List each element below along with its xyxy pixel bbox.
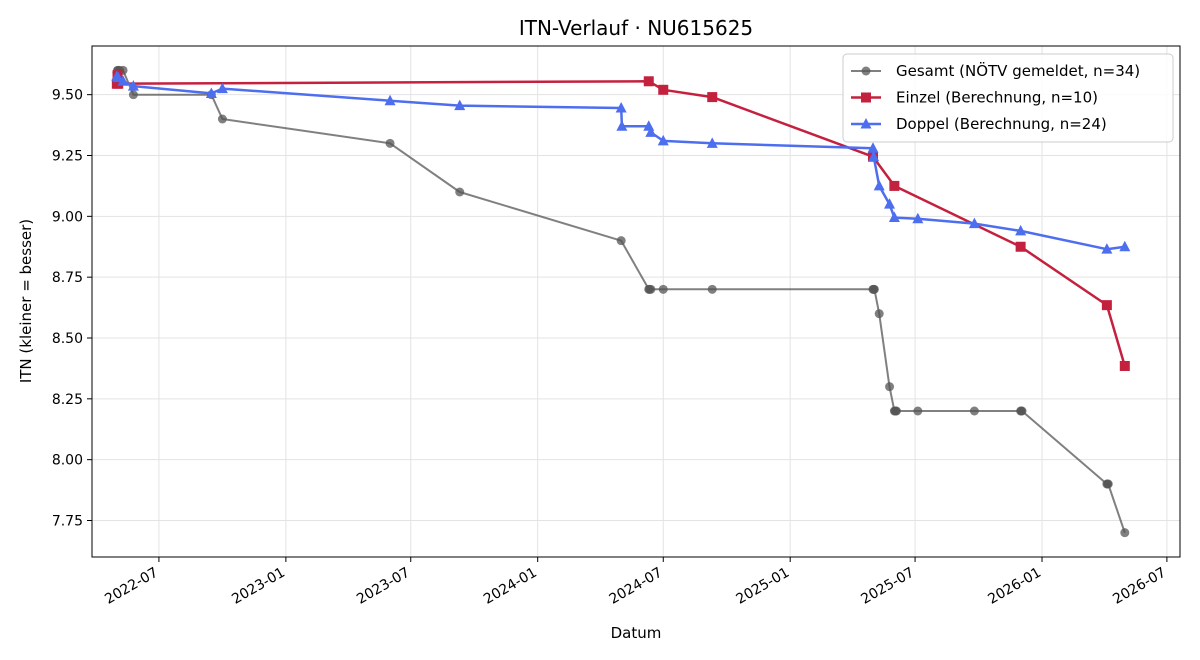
data-point [1119, 360, 1130, 371]
data-point [1015, 224, 1027, 236]
data-point [454, 99, 466, 111]
data-point [1101, 243, 1113, 254]
data-point [646, 284, 656, 294]
legend-box [842, 53, 1174, 143]
data-point [1120, 528, 1130, 538]
data-point [217, 114, 227, 124]
data-point [891, 406, 901, 416]
data-point [912, 212, 924, 224]
plot-frame [91, 45, 1181, 558]
data-point [969, 406, 979, 416]
data-point [889, 180, 900, 191]
data-point [867, 142, 879, 153]
y-tick-label: 8.25 [52, 392, 83, 408]
y-tick-label: 8.75 [52, 270, 83, 286]
y-tick-label: 7.75 [52, 514, 83, 530]
data-point [216, 82, 228, 94]
data-point [128, 90, 138, 100]
data-point [1103, 479, 1113, 489]
data-point [869, 284, 879, 294]
data-point [1101, 300, 1112, 311]
data-point [968, 217, 980, 229]
y-tick-label: 9.25 [52, 149, 83, 165]
y-tick-label: 9.00 [52, 209, 83, 225]
legend-label: Gesamt (NÖTV gemeldet, n=34) [896, 61, 1140, 80]
legend-label: Einzel (Berechnung, n=10) [896, 89, 1098, 107]
data-point [615, 102, 627, 113]
y-tick-label: 9.50 [52, 88, 83, 104]
data-point [385, 138, 395, 148]
data-point [616, 236, 626, 246]
data-point [455, 187, 465, 197]
data-point [657, 134, 669, 146]
data-point [885, 382, 895, 392]
data-point [888, 211, 900, 223]
data-point [645, 126, 657, 137]
y-tick-label: 8.00 [52, 453, 83, 469]
series-triangle [111, 70, 1131, 254]
y-axis-ticks: 7.75 8.00 8.25 8.50 8.75 9.00 9.25 9.50 [52, 88, 92, 530]
data-point [707, 284, 717, 294]
data-point [874, 309, 884, 319]
series-line [115, 75, 1125, 251]
legend: Gesamt (NÖTV gemeldet, n=34) Einzel (Bere… [842, 53, 1174, 143]
data-point [127, 80, 139, 91]
series-layer [111, 65, 1131, 538]
data-point [117, 75, 129, 86]
data-point [884, 198, 896, 209]
data-point [1119, 240, 1131, 252]
data-point [643, 76, 654, 87]
data-point [616, 120, 628, 131]
data-point [913, 406, 923, 416]
legend-marker [861, 92, 871, 103]
y-tick-label: 8.50 [52, 331, 83, 347]
data-point [384, 94, 396, 106]
legend-label: Doppel (Berechnung, n=24) [896, 115, 1107, 133]
data-point [113, 78, 124, 89]
data-point [1015, 241, 1026, 252]
data-point [1017, 406, 1027, 416]
data-point [205, 87, 217, 98]
data-point [658, 284, 668, 294]
data-point [707, 92, 718, 103]
x-axis-label: Datum [611, 624, 662, 642]
chart-title: ITN-Verlauf · NU615625 [519, 16, 753, 40]
legend-marker [861, 66, 871, 76]
y-axis-label: ITN (kleiner = besser) [17, 219, 35, 383]
data-point [658, 84, 669, 95]
data-point [706, 137, 718, 148]
data-point [868, 150, 880, 162]
data-point [873, 179, 885, 191]
legend-marker [860, 118, 872, 129]
